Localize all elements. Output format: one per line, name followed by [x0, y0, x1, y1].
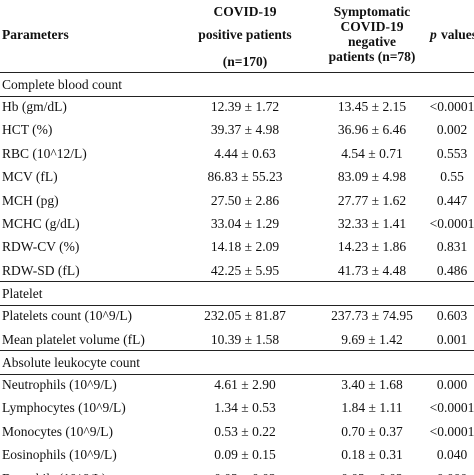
cell: 9.69 ± 1.42 — [341, 331, 403, 347]
cell: 3.40 ± 1.68 — [341, 377, 403, 392]
row-label: MCHC (g/dL) — [2, 216, 80, 231]
header-cell: values — [441, 27, 474, 42]
cell: 36.96 ± 6.46 — [337, 122, 407, 138]
cell: <0.0001 — [429, 99, 474, 114]
row-label: Neutrophils (10^9/L) — [2, 377, 117, 392]
cell: 13.45 ± 2.15 — [337, 99, 407, 114]
row-label: Basophils (10^9/L) — [2, 471, 106, 475]
rule — [0, 96, 474, 97]
row-label: Mean platelet volume (fL) — [2, 331, 145, 347]
rule — [0, 72, 474, 73]
cell: 1.84 ± 1.11 — [341, 400, 403, 416]
cell: 232.05 ± 81.87 — [204, 308, 286, 324]
cell: 27.50 ± 2.86 — [210, 192, 280, 208]
row-label: Monocytes (10^9/L) — [2, 423, 113, 439]
cell: 33.04 ± 1.29 — [210, 216, 280, 231]
cell: 4.44 ± 0.63 — [214, 145, 276, 161]
cell: 14.18 ± 2.09 — [210, 239, 280, 255]
cell: 0.53 ± 0.22 — [214, 423, 276, 439]
cell: 237.73 ± 74.95 — [331, 308, 413, 324]
rule — [0, 281, 474, 283]
cell: 39.37 ± 4.98 — [210, 122, 280, 138]
cell: 0.55 — [440, 169, 464, 185]
header-cell: negative — [348, 34, 396, 49]
cell: 10.39 ± 1.58 — [210, 331, 280, 347]
row-label: MCV (fL) — [2, 169, 58, 185]
row-label: RDW-CV (%) — [2, 239, 80, 255]
row-label: Eosinophils (10^9/L) — [2, 447, 117, 463]
cell: 0.001 — [436, 331, 468, 347]
cell: 0.03 ± 0.02 — [341, 471, 402, 475]
row-label: Hb (gm/dL) — [2, 99, 67, 114]
header-cell: Symptomatic — [333, 4, 411, 19]
cell: <0.0001 — [429, 216, 474, 231]
row-label: Lymphocytes (10^9/L) — [2, 400, 126, 416]
cell: 0.000 — [436, 377, 468, 392]
cell: 0.002 — [436, 122, 468, 138]
row-label: MCH (pg) — [2, 192, 59, 208]
cell: 0.486 — [436, 262, 468, 278]
cell: 4.54 ± 0.71 — [341, 145, 403, 161]
header-cell: (n=170) — [222, 54, 268, 69]
cell: 27.77 ± 1.62 — [337, 192, 407, 208]
section-title: Complete blood count — [2, 77, 122, 92]
cell: <0.0001 — [429, 400, 474, 416]
cell: 86.83 ± 55.23 — [207, 169, 283, 185]
row-label: RDW-SD (fL) — [2, 262, 80, 278]
section-title: Absolute leukocyte count — [2, 355, 140, 370]
cell: 0.03 ± 0.02 — [214, 471, 275, 475]
cell: 0.18 ± 0.31 — [341, 447, 403, 463]
rule — [0, 374, 474, 375]
header-cell: Parameters — [2, 27, 69, 42]
cell: 41.73 ± 4.48 — [337, 262, 407, 278]
header-cell: positive patients — [198, 27, 292, 42]
cell: 32.33 ± 1.41 — [337, 216, 407, 231]
cell: 0.831 — [436, 239, 468, 255]
cell: 42.25 ± 5.95 — [210, 262, 280, 278]
header-cell: COVID-19 — [340, 19, 404, 34]
row-label: Platelets count (10^9/L) — [2, 308, 133, 324]
cell: 0.447 — [436, 192, 468, 208]
section-title: Platelet — [2, 286, 43, 302]
cell: 14.23 ± 1.86 — [337, 239, 407, 255]
rule — [0, 305, 474, 307]
cell: 4.61 ± 2.90 — [214, 377, 276, 392]
cell: 1.34 ± 0.53 — [214, 400, 276, 416]
header-cell: patients (n=78) — [328, 49, 416, 64]
cell: 0.70 ± 0.37 — [341, 423, 403, 439]
cell: 0.040 — [436, 447, 468, 463]
cell: 0.09 ± 0.15 — [214, 447, 276, 463]
cell: 0.603 — [436, 308, 468, 324]
cell: 83.09 ± 4.98 — [337, 169, 407, 185]
header-cell: p — [430, 27, 437, 42]
cell: 0.553 — [436, 145, 468, 161]
cell: 0.000 — [437, 471, 467, 475]
cell: 12.39 ± 1.72 — [210, 99, 280, 114]
rule — [0, 350, 474, 351]
header-cell: COVID-19 — [213, 4, 277, 19]
cell: <0.0001 — [429, 423, 474, 439]
row-label: HCT (%) — [2, 122, 53, 138]
row-label: RBC (10^12/L) — [2, 145, 87, 161]
